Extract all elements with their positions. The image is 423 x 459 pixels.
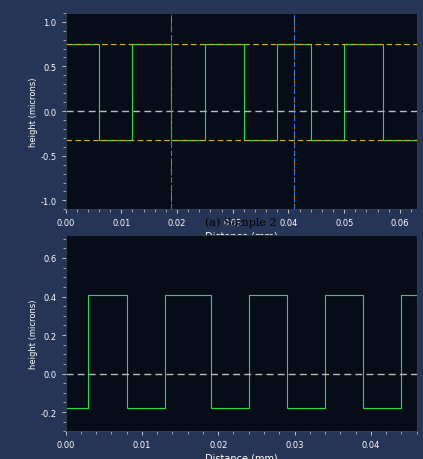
Y-axis label: height (microns): height (microns) <box>29 77 38 146</box>
Y-axis label: height (microns): height (microns) <box>29 299 38 368</box>
X-axis label: Distance (mm): Distance (mm) <box>205 452 277 459</box>
Text: (a) Sample 2: (a) Sample 2 <box>205 218 277 228</box>
X-axis label: Distance (mm): Distance (mm) <box>205 230 277 241</box>
